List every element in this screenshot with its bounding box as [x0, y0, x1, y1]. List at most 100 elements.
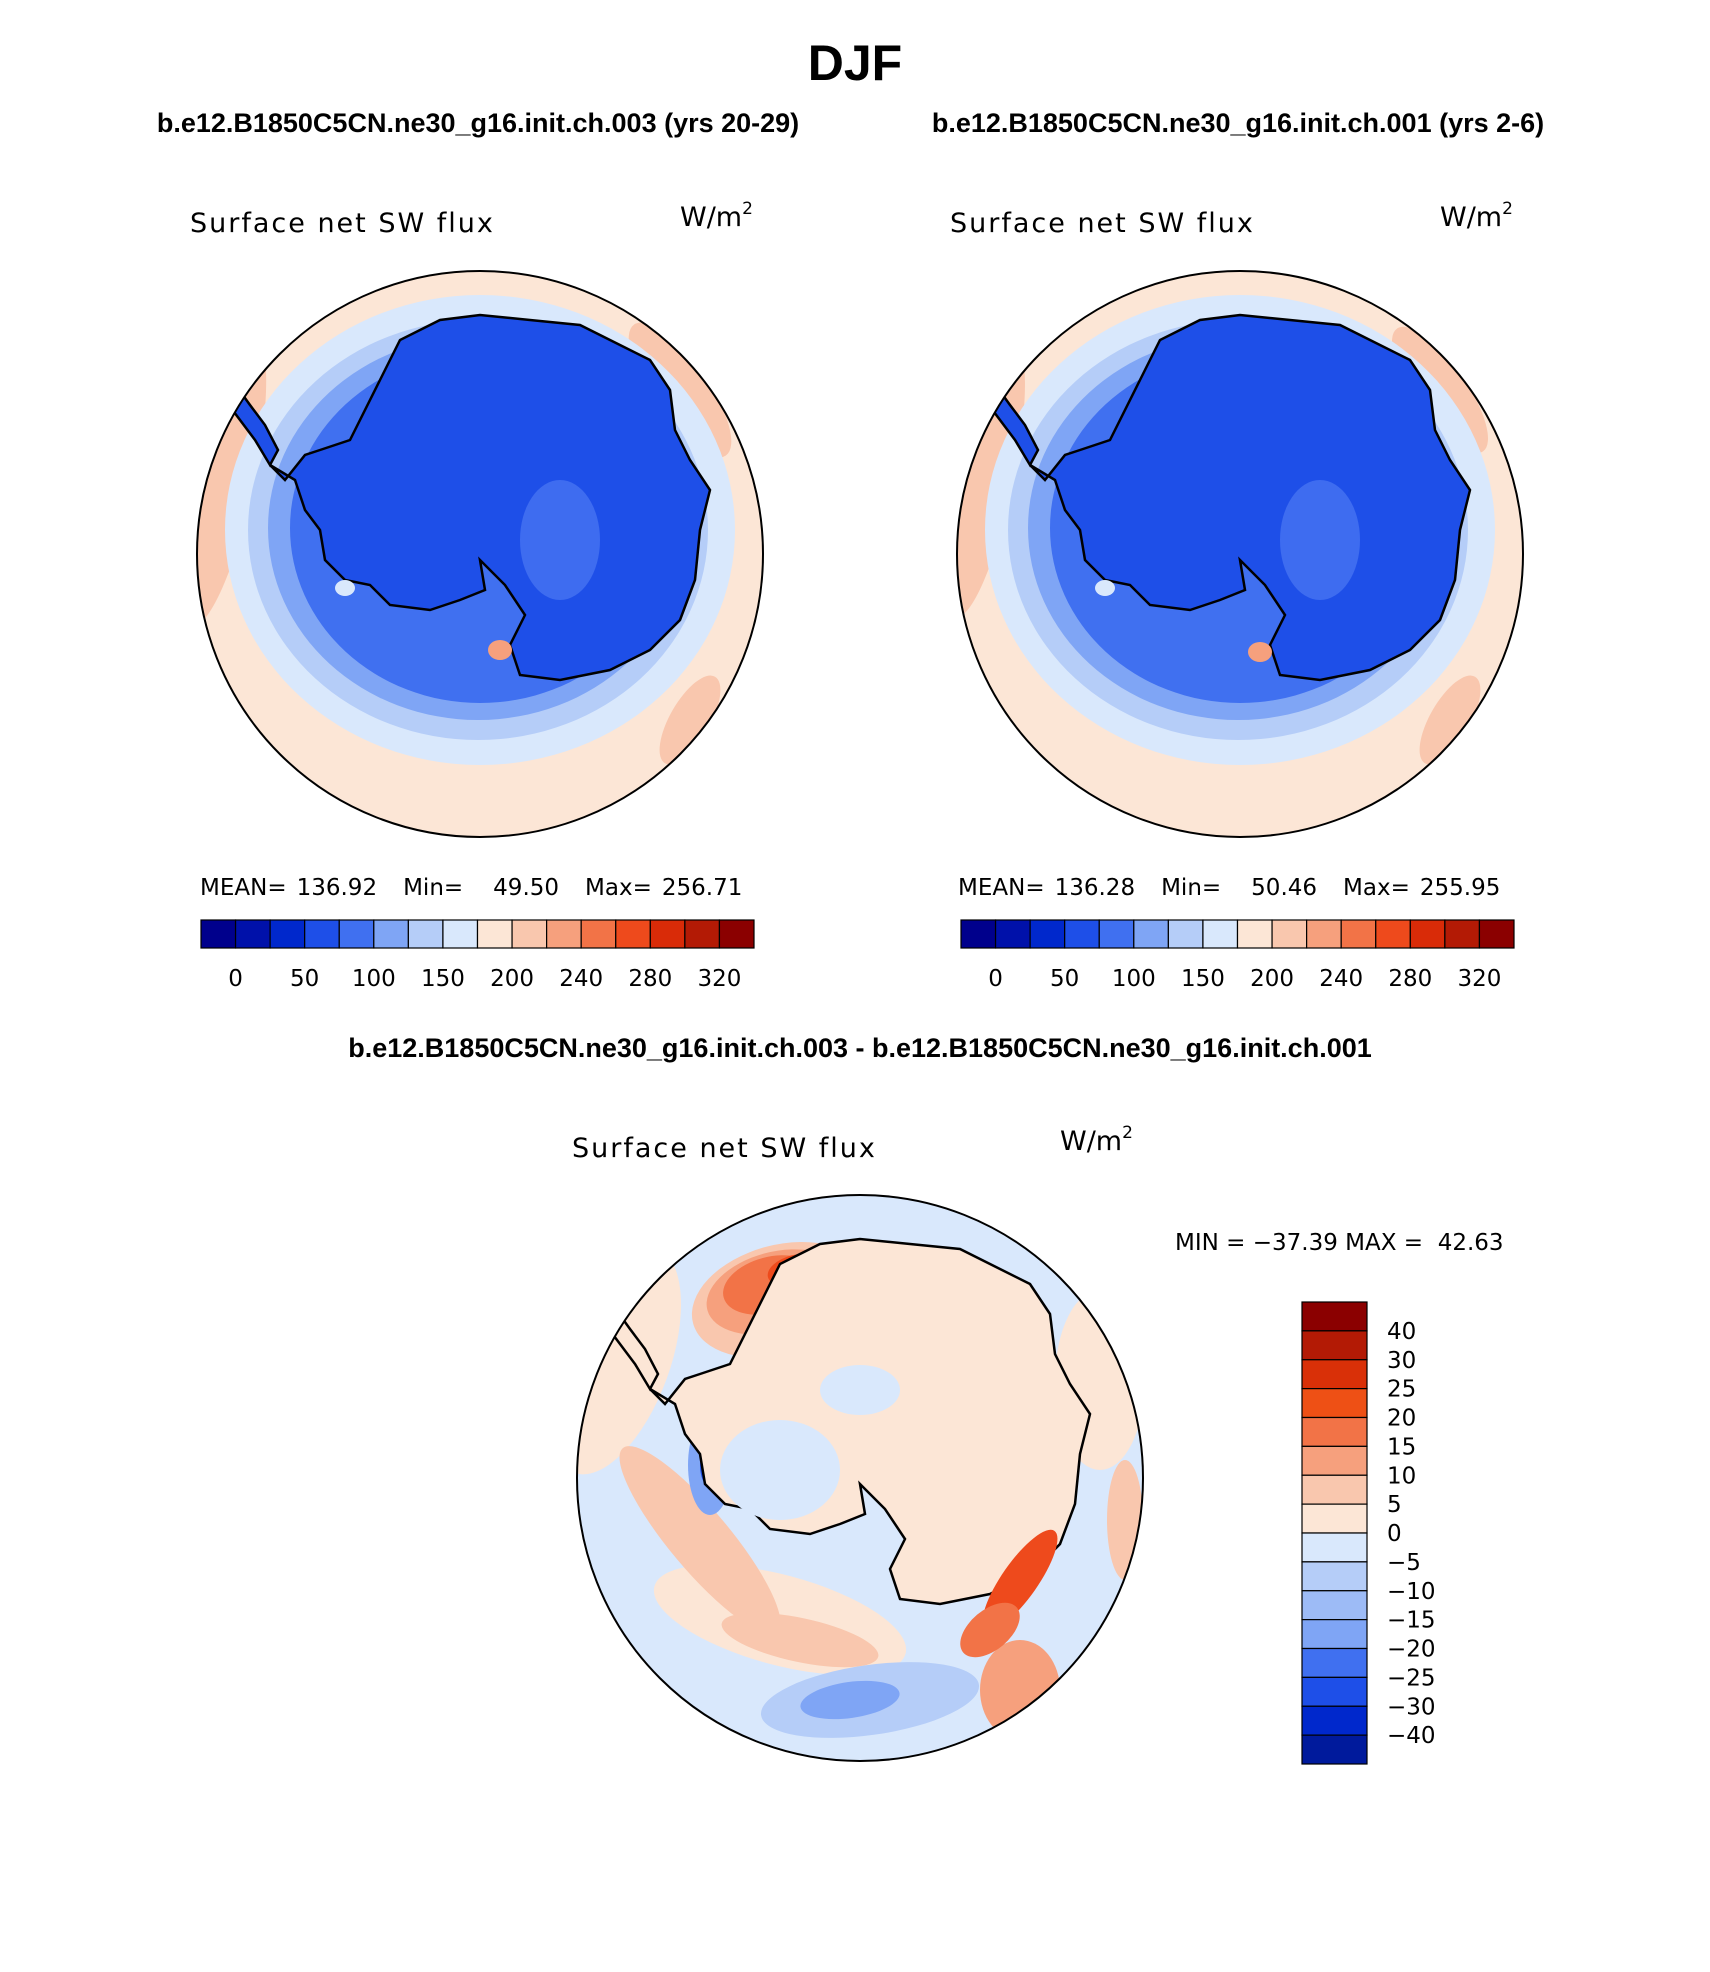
control-colorbar-tick-label: 50 [1050, 966, 1079, 992]
diff-colorbar-swatch [1301, 1445, 1368, 1476]
case-colorbar-swatch [511, 919, 548, 949]
diff-colorbar-swatch [1301, 1734, 1368, 1765]
diff-colorbar-swatch [1301, 1561, 1368, 1592]
case-colorbar-tick-label: 200 [490, 966, 534, 992]
diff-colorbar-swatch [1301, 1301, 1368, 1332]
case-colorbar-swatch [615, 919, 651, 949]
control-map [956, 270, 1524, 838]
case-colorbar-tick-label: 0 [228, 966, 243, 992]
control-colorbar-tick-label: 320 [1457, 966, 1501, 992]
case-max-value: 256.71 [662, 875, 742, 901]
diff-map [576, 1194, 1144, 1762]
control-colorbar-swatch [960, 919, 997, 949]
case-map [196, 270, 764, 838]
diff-colorbar-swatch [1301, 1388, 1368, 1419]
control-header: b.e12.B1850C5CN.ne30_g16.init.ch.001 (yr… [932, 108, 1544, 138]
control-units-exp: 2 [1502, 199, 1513, 219]
case-colorbar-swatch [373, 919, 409, 949]
diff-colorbar-tick-label: 0 [1387, 1521, 1402, 1547]
case-colorbar-swatch [200, 919, 237, 949]
diff-colorbar-tick-label: 10 [1387, 1463, 1416, 1489]
control-colorbar-swatch [1098, 919, 1135, 949]
control-mean-label: MEAN= [958, 875, 1045, 901]
control-colorbar-tick-label: 200 [1250, 966, 1294, 992]
control-colorbar-tick-label: 280 [1388, 966, 1432, 992]
control-colorbar-tick-label: 240 [1319, 966, 1363, 992]
case-colorbar-swatch [304, 919, 340, 949]
diff-colorbar-tick-label: −10 [1387, 1579, 1436, 1605]
control-colorbar-swatch [1202, 919, 1239, 949]
control-colorbar-swatch [1340, 919, 1377, 949]
case-colorbar-swatch [442, 919, 479, 949]
case-min-label: Min= [403, 875, 463, 901]
case-colorbar-swatch [684, 919, 721, 949]
control-colorbar-swatch [1478, 919, 1515, 949]
diff-units: W/m2 [1060, 1123, 1133, 1157]
page-title: DJF [808, 35, 902, 91]
diff-units-exp: 2 [1122, 1123, 1133, 1143]
diff-colorbar-swatch [1301, 1330, 1368, 1361]
case-units-base: W/m [680, 202, 742, 233]
case-colorbar-swatch [580, 919, 617, 949]
diff-colorbar-tick-label: −15 [1387, 1608, 1436, 1634]
control-colorbar-swatch [1444, 919, 1481, 949]
control-colorbar-swatch [1236, 919, 1273, 949]
case-colorbar-swatch [269, 919, 306, 949]
diff-colorbar-swatch [1301, 1705, 1368, 1736]
control-units-base: W/m [1440, 202, 1502, 233]
control-units: W/m2 [1440, 199, 1513, 233]
diff-colorbar-swatch [1301, 1359, 1368, 1390]
case-colorbar-tick-label: 280 [628, 966, 672, 992]
case-mean-label: MEAN= [200, 875, 287, 901]
diff-variable-title: Surface net SW flux [572, 1133, 877, 1164]
control-colorbar-tick-label: 150 [1181, 966, 1225, 992]
case-colorbar-swatch [407, 919, 444, 949]
diff-colorbar-tick-label: 5 [1387, 1492, 1402, 1518]
control-stats: MEAN= 136.28 Min= 50.46 Max= 255.95 [958, 875, 1500, 901]
diff-units-base: W/m [1060, 1126, 1122, 1157]
diff-colorbar-swatch [1301, 1590, 1368, 1621]
control-colorbar-tick-label: 100 [1112, 966, 1156, 992]
case-colorbar-tick-label: 50 [290, 966, 319, 992]
diff-colorbar-tick-label: −40 [1387, 1723, 1436, 1749]
case-variable-title: Surface net SW flux [190, 208, 495, 239]
diff-colorbar-tick-label: 20 [1387, 1406, 1416, 1432]
case-colorbar: 0 50 100 150 200 240 280 320 [200, 919, 755, 992]
diff-colorbar-tick-label: −5 [1387, 1550, 1421, 1576]
control-colorbar-swatch [1064, 919, 1100, 949]
control-colorbar-swatch [1167, 919, 1204, 949]
case-min-value: 49.50 [493, 875, 559, 901]
case-colorbar-swatch [546, 919, 582, 949]
control-colorbar-swatch [1271, 919, 1308, 949]
case-colorbar-swatch [718, 919, 755, 949]
control-colorbar-swatch [1375, 919, 1411, 949]
case-colorbar-swatch [234, 919, 271, 949]
diff-colorbar-swatch [1301, 1676, 1368, 1707]
diff-colorbar-swatch [1301, 1532, 1368, 1563]
case-colorbar-tick-label: 100 [352, 966, 396, 992]
diff-colorbar-tick-label: −25 [1387, 1665, 1436, 1691]
diff-colorbar-swatch [1301, 1619, 1368, 1650]
case-colorbar-swatch [476, 919, 513, 949]
case-colorbar-swatch [649, 919, 686, 949]
diff-colorbar-swatch [1301, 1474, 1368, 1505]
case-colorbar-tick-label: 240 [559, 966, 603, 992]
control-min-value: 50.46 [1251, 875, 1317, 901]
diff-colorbar-tick-label: −20 [1387, 1637, 1436, 1663]
diff-colorbar-tick-label: 25 [1387, 1377, 1416, 1403]
case-colorbar-tick-label: 150 [421, 966, 465, 992]
diff-header: b.e12.B1850C5CN.ne30_g16.init.ch.003 - b… [348, 1033, 1372, 1063]
control-mean-value: 136.28 [1055, 875, 1135, 901]
case-max-label: Max= [585, 875, 652, 901]
control-colorbar-tick-label: 0 [988, 966, 1003, 992]
control-colorbar-swatch [1306, 919, 1342, 949]
case-units: W/m2 [680, 199, 753, 233]
control-min-label: Min= [1161, 875, 1221, 901]
control-colorbar: 0 50 100 150 200 240 280 320 [960, 919, 1515, 992]
case-header: b.e12.B1850C5CN.ne30_g16.init.ch.003 (yr… [157, 108, 799, 138]
control-max-label: Max= [1343, 875, 1410, 901]
case-colorbar-tick-label: 320 [697, 966, 741, 992]
control-colorbar-swatch [1029, 919, 1066, 949]
